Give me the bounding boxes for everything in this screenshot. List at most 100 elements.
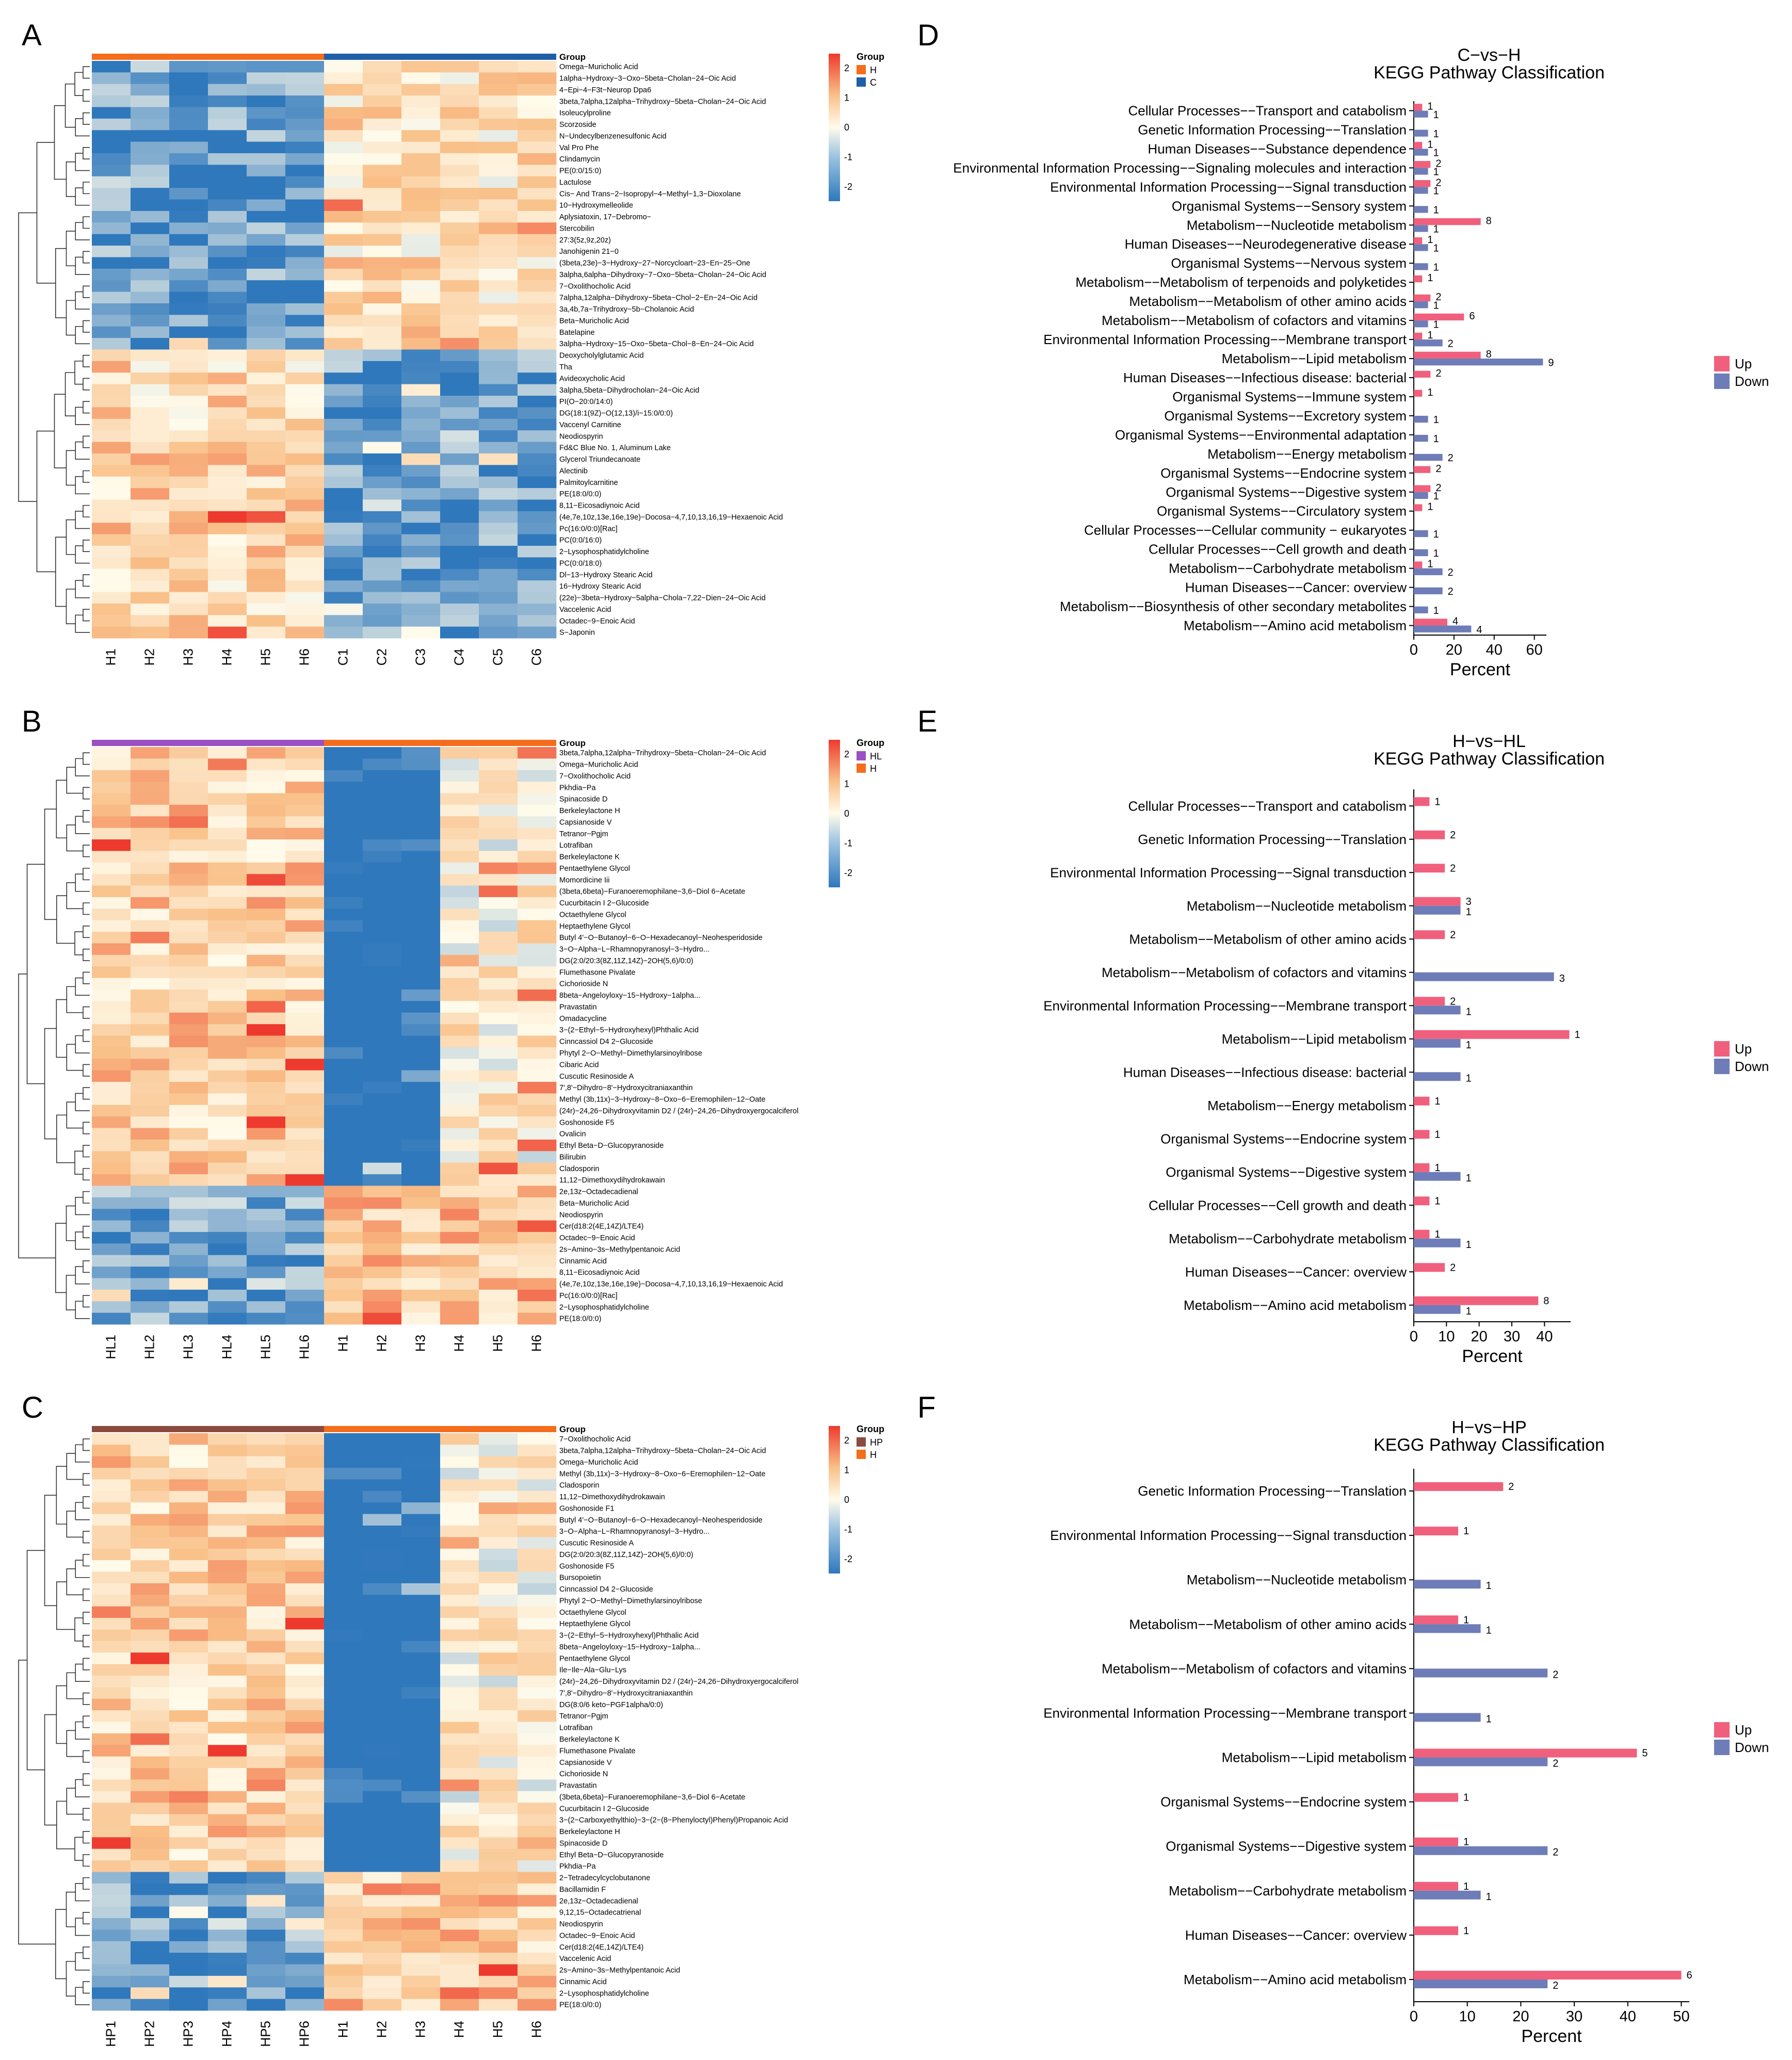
heatmap-cell <box>518 1629 557 1642</box>
x-axis-title: Percent <box>1521 2026 1582 2046</box>
heatmap-cell <box>363 465 402 477</box>
row-label: 2s−Amino−3s−Methylpentanoic Acid <box>559 1245 680 1254</box>
heatmap-cell <box>208 1641 247 1653</box>
heatmap-cell <box>131 1768 170 1780</box>
dendrogram-branch <box>54 394 67 468</box>
heatmap-cell <box>440 1255 479 1267</box>
heatmap-cell <box>247 932 286 944</box>
heatmap-cell <box>518 372 557 385</box>
bar-down <box>1414 1072 1461 1081</box>
heatmap-cell <box>518 569 557 581</box>
heatmap-cell <box>247 1975 286 1988</box>
heatmap-cell <box>169 326 208 338</box>
heatmap-cell <box>324 523 363 534</box>
heatmap-cell <box>440 407 479 419</box>
heatmap-cell <box>401 84 441 96</box>
heatmap-cell <box>208 1987 247 2000</box>
heatmap-cell <box>131 626 170 639</box>
heatmap-cell <box>247 1278 286 1290</box>
heatmap-cell <box>518 1526 557 1537</box>
heatmap-cell <box>92 1024 131 1036</box>
heatmap-cell <box>363 1999 402 2011</box>
heatmap-cell <box>479 488 518 500</box>
heatmap-cell <box>169 1174 208 1186</box>
dendrogram-branch <box>44 1495 57 1607</box>
bar-label-down: 1 <box>1433 300 1439 311</box>
color-scale-tick: 0 <box>844 1495 849 1505</box>
heatmap-cell <box>92 1560 131 1572</box>
heatmap-cell <box>363 943 402 955</box>
heatmap-cell <box>401 118 441 131</box>
heatmap-cell <box>169 84 208 96</box>
dendrogram-branch <box>83 66 90 79</box>
dendrogram-branch <box>66 1672 83 1699</box>
heatmap-cell <box>363 966 402 978</box>
heatmap-cell <box>440 1560 479 1572</box>
heatmap-cell <box>247 222 286 235</box>
heatmap-cell <box>208 1837 247 1850</box>
heatmap-cell <box>518 1548 557 1561</box>
row-label: Heptaethylene Glycol <box>559 1620 631 1628</box>
legend-item-down: Down <box>1735 1740 1769 1755</box>
heatmap-cell <box>518 932 557 944</box>
dendrogram-branch <box>66 767 83 794</box>
heatmap-cell <box>324 816 363 829</box>
bar-down <box>1414 168 1428 175</box>
heatmap-cell <box>131 1128 170 1140</box>
legend-item: H <box>870 65 877 75</box>
heatmap-cell <box>440 1745 479 1757</box>
heatmap-cell <box>440 816 479 829</box>
bar-up <box>1414 864 1445 873</box>
heatmap-cell <box>208 1479 247 1491</box>
heatmap-cell <box>247 1906 286 1919</box>
heatmap-cell <box>247 1953 286 1965</box>
heatmap-cell <box>363 851 402 863</box>
heatmap-cell <box>285 210 325 223</box>
row-label: 1alpha−Hydroxy−3−Oxo−5beta−Cholan−24−Oic… <box>559 74 736 83</box>
heatmap-cell <box>440 1906 479 1919</box>
heatmap-cell <box>518 523 557 534</box>
heatmap-cell <box>208 1814 247 1826</box>
row-label: 2s−Amino−3s−Methylpentanoic Acid <box>559 1967 680 1975</box>
heatmap-cell <box>285 291 325 304</box>
row-label: PE(0:0/15:0) <box>559 167 601 175</box>
heatmap-cell <box>169 280 208 292</box>
heatmap-cell <box>169 1918 208 1930</box>
heatmap-cell <box>131 747 170 759</box>
heatmap-cell <box>285 326 325 338</box>
heatmap-cell <box>518 1001 557 1013</box>
column-label: H2 <box>142 648 157 666</box>
heatmap-cell <box>363 130 402 142</box>
dendrogram-branch <box>75 816 90 834</box>
heatmap-cell <box>518 1837 557 1850</box>
heatmap-cell <box>324 176 363 188</box>
heatmap-cell <box>401 1975 441 1988</box>
heatmap-cell <box>518 534 557 546</box>
heatmap-cell <box>208 1220 247 1232</box>
heatmap-cell <box>285 1526 325 1537</box>
dendrogram-branch <box>56 1114 75 1163</box>
heatmap-cell <box>401 1779 441 1792</box>
heatmap-cell <box>401 534 441 546</box>
heatmap-cell <box>285 141 325 154</box>
heatmap-cell <box>363 1059 402 1071</box>
heatmap-cell <box>169 1116 208 1128</box>
heatmap-cell <box>324 418 363 431</box>
heatmap-cell <box>208 222 247 235</box>
legend-swatch-hp <box>857 1437 866 1447</box>
row-label: Dl−13−Hydroxy Stearic Acid <box>559 571 653 579</box>
heatmap-cell <box>324 1082 363 1094</box>
category-label: Organismal Systems−−Endocrine system <box>1160 1131 1407 1146</box>
bar-down <box>1414 625 1472 632</box>
heatmap-cell <box>131 1964 170 1976</box>
heatmap-cell <box>401 1768 441 1780</box>
heatmap-cell <box>401 1456 441 1468</box>
heatmap-cell <box>92 1162 131 1175</box>
color-scale-tick: 0 <box>844 122 849 133</box>
heatmap-cell <box>285 165 325 177</box>
heatmap-cell <box>324 141 363 154</box>
heatmap-cell <box>247 118 286 131</box>
row-label: S−Japonin <box>559 629 595 637</box>
heatmap-cell <box>208 1490 247 1503</box>
heatmap-cell <box>169 770 208 782</box>
